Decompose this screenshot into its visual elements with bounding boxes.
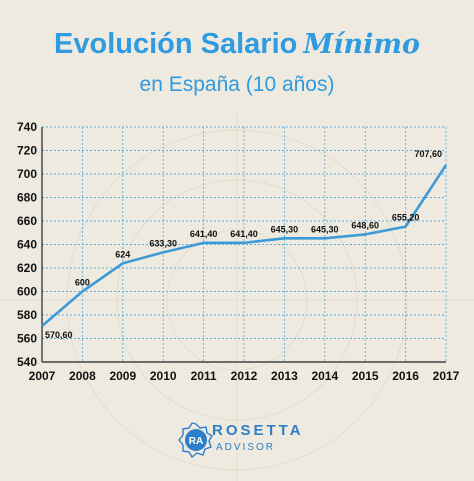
y-tick-label: 700 (17, 167, 37, 181)
y-tick-label: 540 (17, 355, 37, 369)
data-label: 707,60 (414, 149, 442, 159)
data-label: 648,60 (351, 220, 379, 230)
y-tick-label: 560 (17, 332, 37, 346)
logo-tagline: ADVISOR (216, 442, 276, 453)
x-tick-label: 2010 (150, 369, 177, 383)
chart-title-main: Evolución Salario (54, 28, 298, 60)
x-tick-label: 2007 (29, 369, 56, 383)
data-label: 641,40 (190, 229, 218, 239)
chart-subtitle: en España (10 años) (139, 73, 335, 96)
y-tick-label: 600 (17, 285, 37, 299)
logo-name: ROSETTA (212, 422, 304, 439)
y-axis-ticks: 540 560 580 600 620 640 660 680 700 720 740 (17, 120, 37, 369)
chart-grid (41, 126, 447, 363)
y-tick-label: 660 (17, 214, 37, 228)
x-tick-label: 2008 (69, 369, 96, 383)
x-tick-label: 2017 (433, 369, 460, 383)
x-tick-label: 2013 (271, 369, 298, 383)
data-label: 624 (115, 249, 130, 259)
data-labels: 570,60 600 624 633,30 641,40 641,40 645,30 645,… (45, 149, 442, 340)
x-tick-label: 2012 (231, 369, 258, 383)
x-tick-label: 2011 (191, 369, 217, 383)
data-label: 641,40 (230, 229, 258, 239)
y-tick-label: 580 (17, 308, 37, 322)
logo-mark-text: RA (189, 436, 203, 447)
salary-series-line (41, 164, 448, 328)
chart-axes (41, 127, 446, 363)
x-tick-label: 2016 (392, 369, 419, 383)
data-label: 645,30 (271, 224, 299, 234)
brand-logo: RA ROSETTA ADVISOR (178, 420, 301, 464)
x-tick-label: 2014 (311, 369, 338, 383)
series-line (41, 164, 448, 328)
data-label: 645,30 (311, 224, 339, 234)
y-tick-label: 740 (17, 120, 37, 134)
y-tick-label: 620 (17, 261, 37, 275)
y-tick-label: 680 (17, 191, 37, 205)
data-label: 600 (75, 278, 90, 288)
x-axis-ticks: 2007 2008 2009 2010 2011 2012 2013 2014 2015 2016… (29, 369, 460, 383)
chart-title-script: Mínimo (303, 29, 420, 60)
x-tick-label: 2009 (109, 369, 136, 383)
chart-title: Evolución Salario Mínimo (0, 28, 474, 61)
data-label: 570,60 (45, 330, 73, 340)
y-tick-label: 640 (17, 238, 37, 252)
rosetta-logo-icon: RA (178, 422, 213, 458)
x-tick-label: 2015 (352, 369, 379, 383)
data-label: 655,20 (392, 213, 420, 223)
data-label: 633,30 (149, 238, 177, 248)
y-tick-label: 720 (17, 144, 37, 158)
